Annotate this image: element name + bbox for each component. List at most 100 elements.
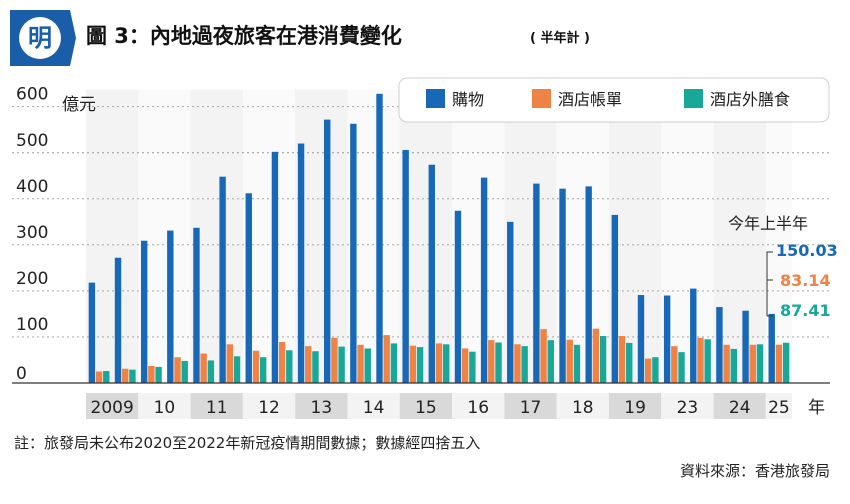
latest-annotation: 今年上半年 150.03 83.14 87.41	[728, 214, 838, 320]
annotation-shopping-value: 150.03	[776, 241, 838, 260]
y-tick-label: 200	[16, 269, 48, 289]
bar-hotel	[409, 345, 417, 383]
bar-shopping	[376, 93, 383, 383]
x-band	[347, 393, 400, 419]
bar-dining	[547, 340, 554, 383]
bar-shopping	[480, 177, 488, 383]
bar-hotel	[644, 358, 652, 383]
bar-dining	[652, 357, 659, 383]
bar-hotel	[226, 344, 234, 383]
bar-shopping	[585, 186, 592, 383]
x-tick-label: 11	[206, 398, 228, 418]
bar-shopping	[140, 240, 148, 383]
x-band	[661, 393, 714, 419]
bar-shopping	[559, 188, 566, 383]
chart-title-sub: ( 半年計 )	[530, 30, 590, 46]
bar-hotel	[618, 336, 626, 383]
bar-dining	[678, 352, 685, 383]
footnote: 註：旅發局未公布2020至2022年新冠疫情期間數據；數據經四捨五入	[14, 434, 480, 452]
x-band	[190, 393, 243, 419]
bar-hotel	[488, 340, 495, 383]
bar-hotel	[200, 353, 207, 383]
bar-shopping	[716, 307, 723, 383]
bar-dining	[338, 346, 345, 383]
x-tick-label: 2009	[91, 398, 134, 418]
year-bands	[86, 89, 792, 384]
bar-hotel	[514, 344, 521, 383]
x-tick-label: 10	[154, 398, 176, 418]
y-tick-label: 0	[16, 364, 27, 384]
bar-dining	[416, 347, 424, 383]
bar-shopping	[533, 183, 540, 383]
bar-hotel	[122, 368, 129, 383]
bar-shopping	[324, 119, 331, 384]
bar-shopping	[637, 295, 645, 383]
bar-dining	[155, 366, 162, 383]
bar-dining	[181, 360, 188, 383]
bar-shopping	[88, 282, 96, 383]
bar-hotel	[278, 342, 286, 383]
x-tick-label: 25	[768, 398, 790, 418]
x-tick-label: 13	[311, 398, 333, 418]
bar-dining	[573, 344, 581, 383]
bar-hotel	[305, 346, 312, 383]
bar-dining	[782, 342, 790, 383]
x-tick-label: 19	[624, 398, 646, 418]
legend-swatch-shopping	[426, 89, 445, 108]
x-axis-unit: 年	[808, 398, 825, 418]
bar-shopping	[245, 193, 252, 383]
x-band	[399, 393, 453, 419]
x-band	[86, 393, 139, 419]
bar-dining	[443, 344, 450, 383]
y-tick-label: 400	[16, 177, 48, 197]
logo: 明	[10, 10, 76, 66]
legend-swatch-hotel	[532, 89, 551, 108]
x-tick-label: 23	[677, 398, 699, 418]
source-note: 資料來源：香港旅發局	[680, 462, 830, 480]
bar-hotel	[775, 344, 783, 383]
bar-shopping	[768, 313, 775, 383]
x-axis: 2009 10 11 12 13 14 15 16 17 18 19 23 24 25	[86, 393, 792, 419]
x-band	[504, 393, 557, 419]
bar-hotel	[95, 371, 103, 383]
x-tick-label: 12	[258, 398, 280, 418]
x-band	[556, 393, 609, 419]
legend-box	[398, 77, 830, 123]
bar-shopping	[193, 227, 200, 383]
bar-hotel	[174, 357, 181, 383]
header: 明 圖 3：內地過夜旅客在港消費變化 ( 半年計 )	[10, 10, 590, 66]
x-tick-label: 24	[729, 398, 751, 418]
annotation-dining-value: 87.41	[780, 301, 831, 320]
logo-text: 明	[28, 23, 52, 52]
x-tick-label: 17	[520, 398, 542, 418]
bar-hotel	[723, 344, 730, 383]
x-tick-label: 14	[363, 398, 385, 418]
legend: 購物 酒店帳單 酒店外膳食	[398, 77, 830, 123]
chart-title: 圖 3：內地過夜旅客在港消費變化	[86, 24, 402, 48]
bar-dining	[756, 344, 764, 383]
x-band	[765, 393, 792, 419]
bar-dining	[730, 348, 738, 383]
bar-dining	[364, 348, 371, 383]
bar-shopping	[114, 257, 122, 383]
legend-label-hotel: 酒店帳單	[558, 90, 622, 109]
x-tick-label: 18	[572, 398, 594, 418]
bar-dining	[521, 346, 528, 383]
bar-shopping	[167, 230, 174, 383]
bar-hotel	[331, 337, 338, 383]
x-tick-label: 16	[467, 398, 489, 418]
x-band	[138, 393, 191, 419]
bar-shopping	[611, 214, 619, 383]
bar-dining	[233, 356, 241, 383]
bar-hotel	[357, 344, 364, 383]
bar-shopping	[402, 149, 409, 383]
bar-hotel	[540, 329, 547, 383]
x-band	[713, 393, 766, 419]
bar-shopping	[271, 151, 279, 383]
bar-hotel	[566, 339, 573, 383]
bar-dining	[704, 339, 711, 383]
y-tick-label: 100	[16, 315, 48, 335]
y-tick-label: 500	[16, 131, 48, 151]
bar-dining	[259, 357, 267, 383]
